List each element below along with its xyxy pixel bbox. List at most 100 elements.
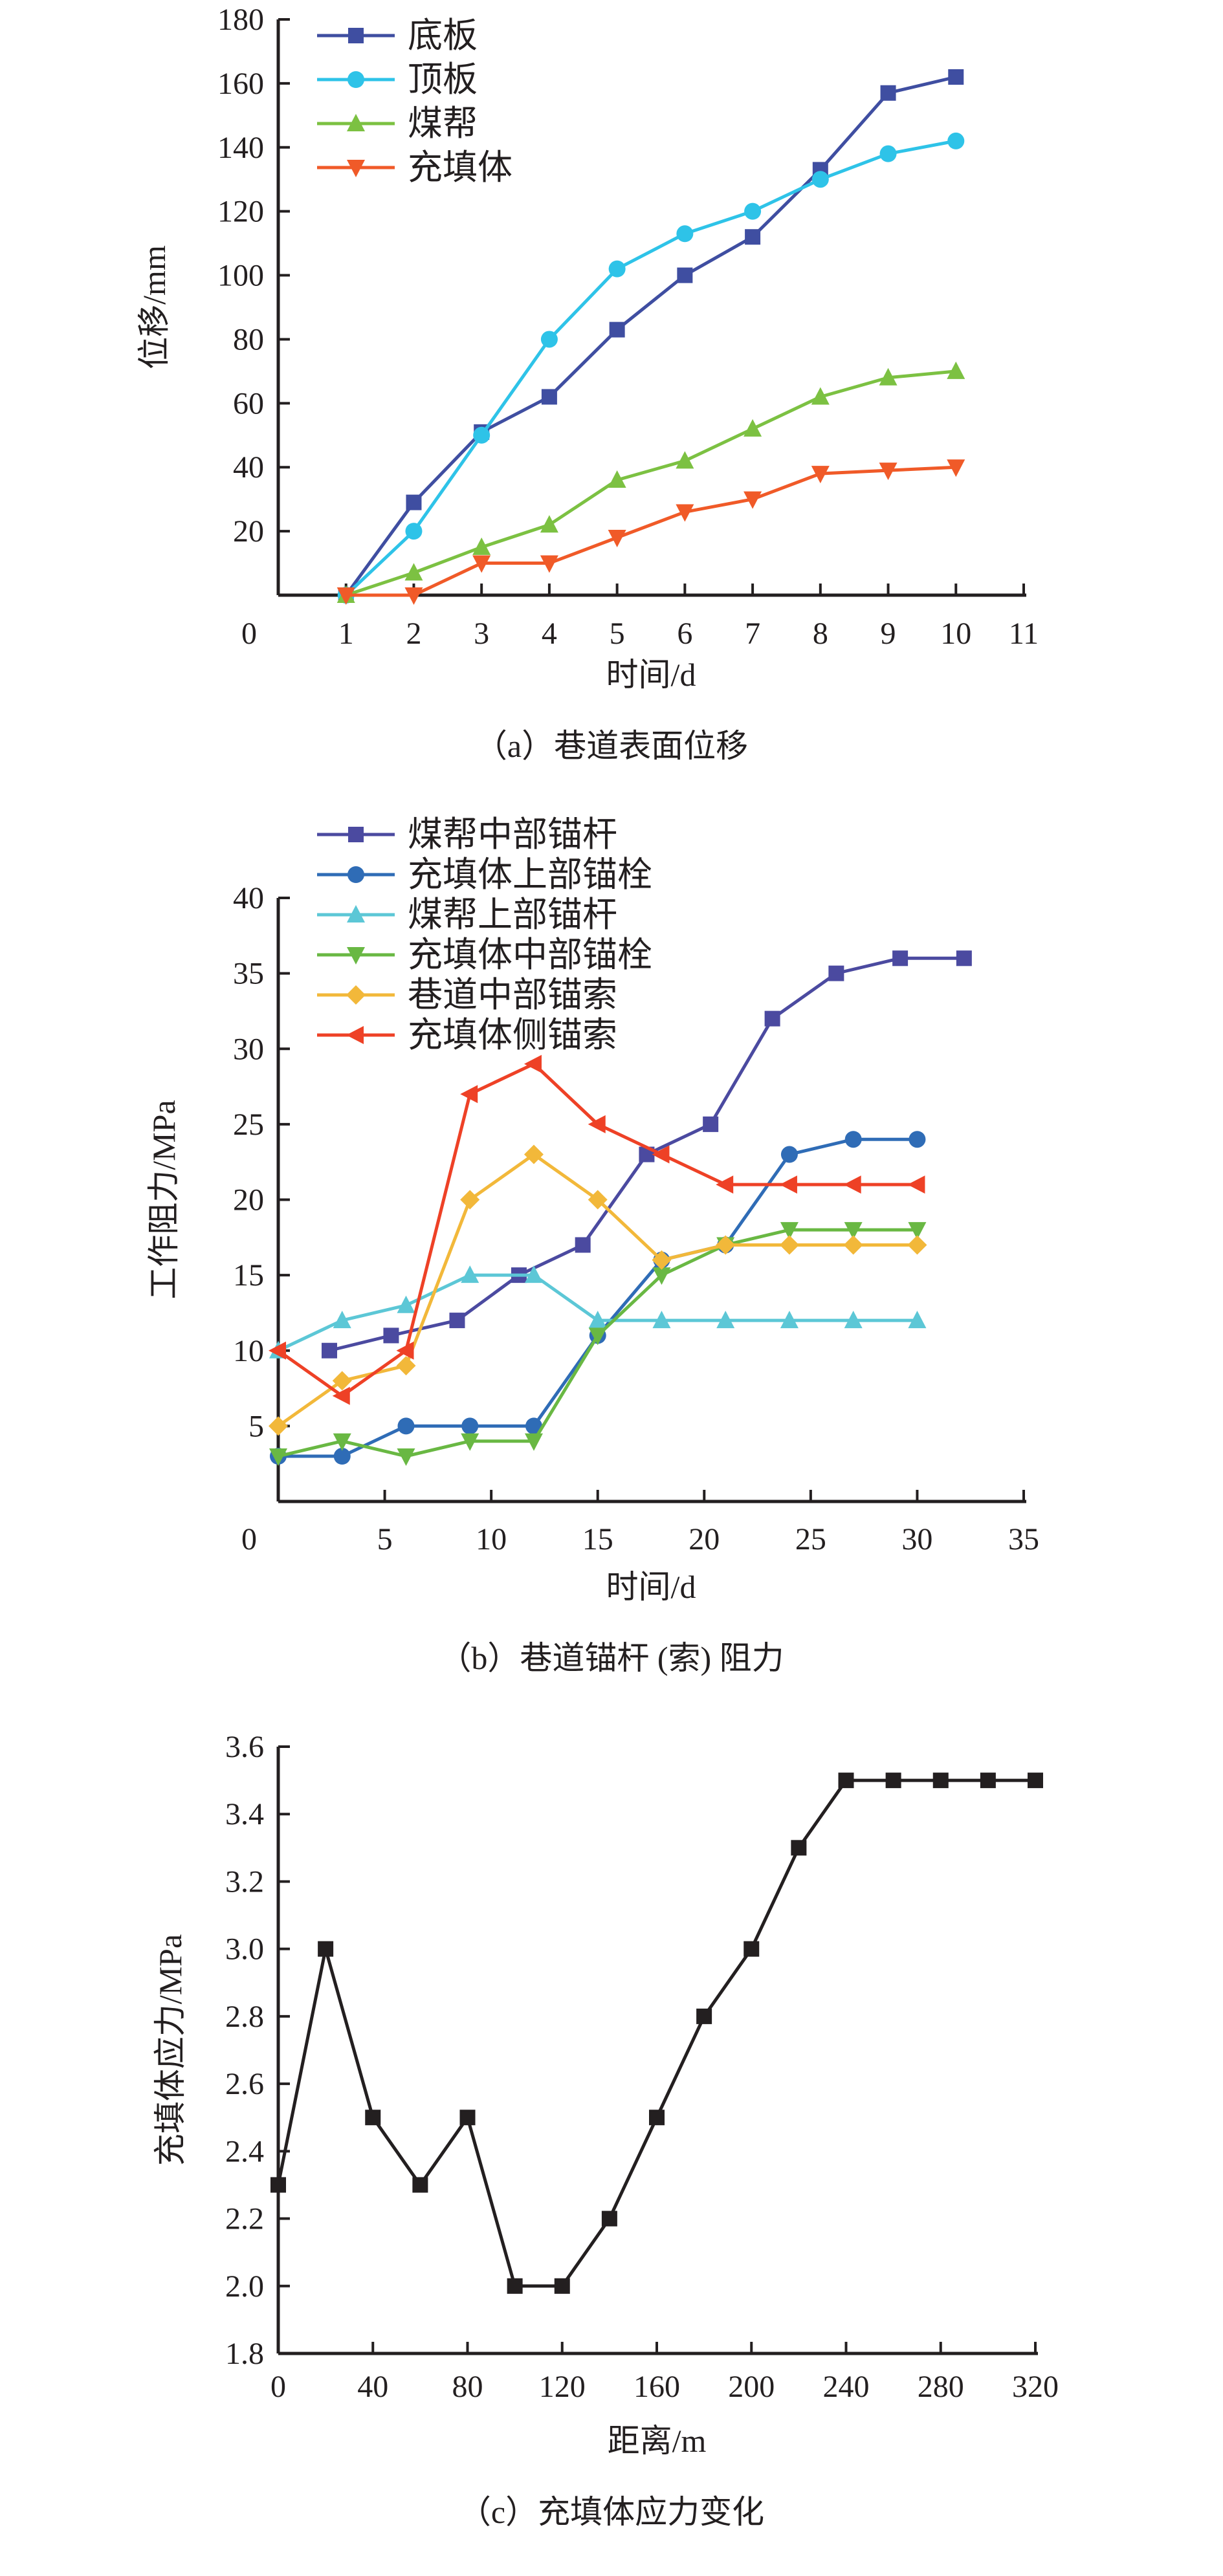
data-point bbox=[540, 555, 558, 573]
y-tick-label: 180 bbox=[217, 3, 264, 37]
data-point bbox=[811, 171, 829, 188]
x-tick-label: 160 bbox=[634, 2370, 680, 2404]
y-tick-label: 160 bbox=[217, 67, 264, 101]
data-point bbox=[588, 1311, 607, 1329]
y-tick-label: 25 bbox=[233, 1108, 264, 1142]
data-point bbox=[838, 1773, 854, 1789]
legend-marker bbox=[347, 866, 364, 883]
data-point bbox=[406, 494, 422, 510]
x-tick-label: 20 bbox=[689, 1522, 720, 1556]
data-point bbox=[460, 1085, 478, 1104]
data-point bbox=[649, 2110, 665, 2126]
data-point bbox=[980, 1773, 996, 1789]
y-tick-label: 2.4 bbox=[225, 2134, 264, 2168]
legend-marker bbox=[347, 114, 365, 131]
legend-marker bbox=[347, 947, 365, 965]
y-tick-label: 10 bbox=[233, 1334, 264, 1368]
y-tick-label: 40 bbox=[233, 450, 264, 485]
legend-label: 充填体侧锚索 bbox=[408, 1016, 617, 1054]
data-point bbox=[779, 1175, 797, 1194]
chart-panel-1: 5 10 15 20 25 30 35 40 0 5 10 15 20 25 30 35 时间/d 工作阻力/MP… bbox=[146, 815, 1039, 1676]
data-point bbox=[744, 491, 762, 509]
data-point bbox=[540, 515, 558, 533]
y-tick-label: 2.6 bbox=[225, 2067, 264, 2101]
data-point bbox=[397, 1448, 415, 1467]
data-point bbox=[523, 1054, 542, 1073]
legend-item: 煤帮中部锚杆 bbox=[317, 815, 617, 854]
x-tick-label: 120 bbox=[539, 2370, 586, 2404]
series-line bbox=[345, 369, 956, 597]
legend-marker bbox=[347, 905, 365, 922]
x-tick-label: 1 bbox=[338, 617, 354, 651]
data-point bbox=[270, 2177, 286, 2193]
data-point bbox=[588, 1327, 607, 1346]
x-tick-label: 10 bbox=[476, 1522, 507, 1556]
data-point bbox=[879, 145, 897, 162]
x-tick-label: 8 bbox=[813, 617, 828, 651]
data-point bbox=[333, 1433, 351, 1451]
data-point bbox=[554, 2278, 570, 2294]
x-tick-label: 0 bbox=[241, 1522, 257, 1556]
data-point bbox=[907, 1235, 927, 1255]
series-5 bbox=[269, 1054, 925, 1405]
data-point bbox=[764, 1010, 780, 1027]
data-point bbox=[1028, 1773, 1043, 1789]
data-point bbox=[333, 1448, 351, 1465]
data-point bbox=[844, 1311, 863, 1329]
legend-item: 顶板 bbox=[317, 60, 478, 99]
legend-label: 煤帮 bbox=[408, 104, 478, 143]
chart-panel-2: 1.8 2.0 2.2 2.4 2.6 2.8 3.0 3.2 3.4 3.6 0 40 80 120 16… bbox=[152, 1730, 1059, 2530]
data-point bbox=[811, 387, 830, 405]
legend-marker bbox=[346, 1026, 364, 1044]
legend-item: 底板 bbox=[317, 16, 478, 55]
legend-marker bbox=[347, 160, 365, 177]
series-1 bbox=[270, 1131, 926, 1465]
y-axis-label: 位移/mm bbox=[136, 245, 172, 369]
legend-label: 煤帮中部锚杆 bbox=[408, 815, 617, 854]
legend-marker bbox=[348, 827, 364, 842]
y-tick-label: 5 bbox=[248, 1409, 264, 1443]
x-tick-label: 35 bbox=[1008, 1522, 1039, 1556]
data-point bbox=[947, 459, 965, 477]
series-2 bbox=[269, 1265, 927, 1359]
data-point bbox=[780, 1222, 799, 1240]
series-line bbox=[278, 1137, 918, 1458]
y-tick-label: 30 bbox=[233, 1032, 264, 1066]
data-point bbox=[780, 1146, 798, 1163]
data-point bbox=[696, 2008, 712, 2024]
x-tick-label: 200 bbox=[728, 2370, 775, 2404]
data-point bbox=[677, 267, 693, 283]
data-point bbox=[932, 1773, 949, 1789]
legend-item: 充填体中部锚栓 bbox=[317, 935, 652, 974]
x-axis-label: 时间/d bbox=[606, 1569, 696, 1605]
data-point bbox=[588, 1190, 608, 1210]
legend-item: 充填体上部锚栓 bbox=[317, 855, 652, 894]
x-tick-label: 30 bbox=[901, 1522, 932, 1556]
data-point bbox=[365, 2110, 381, 2126]
data-point bbox=[744, 202, 762, 220]
x-tick-label: 15 bbox=[582, 1522, 613, 1556]
data-point bbox=[269, 1448, 287, 1467]
x-tick-label: 5 bbox=[610, 617, 625, 651]
data-point bbox=[472, 555, 491, 573]
data-point bbox=[716, 1235, 736, 1255]
data-point bbox=[460, 1190, 480, 1210]
legend-label: 充填体中部锚栓 bbox=[408, 935, 652, 974]
x-tick-label: 280 bbox=[918, 2370, 964, 2404]
legend-marker bbox=[346, 985, 366, 1005]
data-point bbox=[744, 1941, 760, 1957]
data-point bbox=[461, 1433, 479, 1451]
legend-marker bbox=[348, 28, 364, 43]
data-point bbox=[608, 470, 626, 488]
data-point bbox=[716, 1311, 735, 1329]
y-tick-label: 3.0 bbox=[225, 1932, 264, 1967]
data-point bbox=[608, 530, 626, 547]
data-point bbox=[676, 225, 694, 243]
x-tick-label: 240 bbox=[823, 2370, 870, 2404]
data-point bbox=[472, 537, 491, 555]
series-line bbox=[346, 465, 956, 597]
data-point bbox=[405, 523, 423, 540]
data-point bbox=[524, 1265, 543, 1283]
data-point bbox=[907, 1175, 925, 1194]
